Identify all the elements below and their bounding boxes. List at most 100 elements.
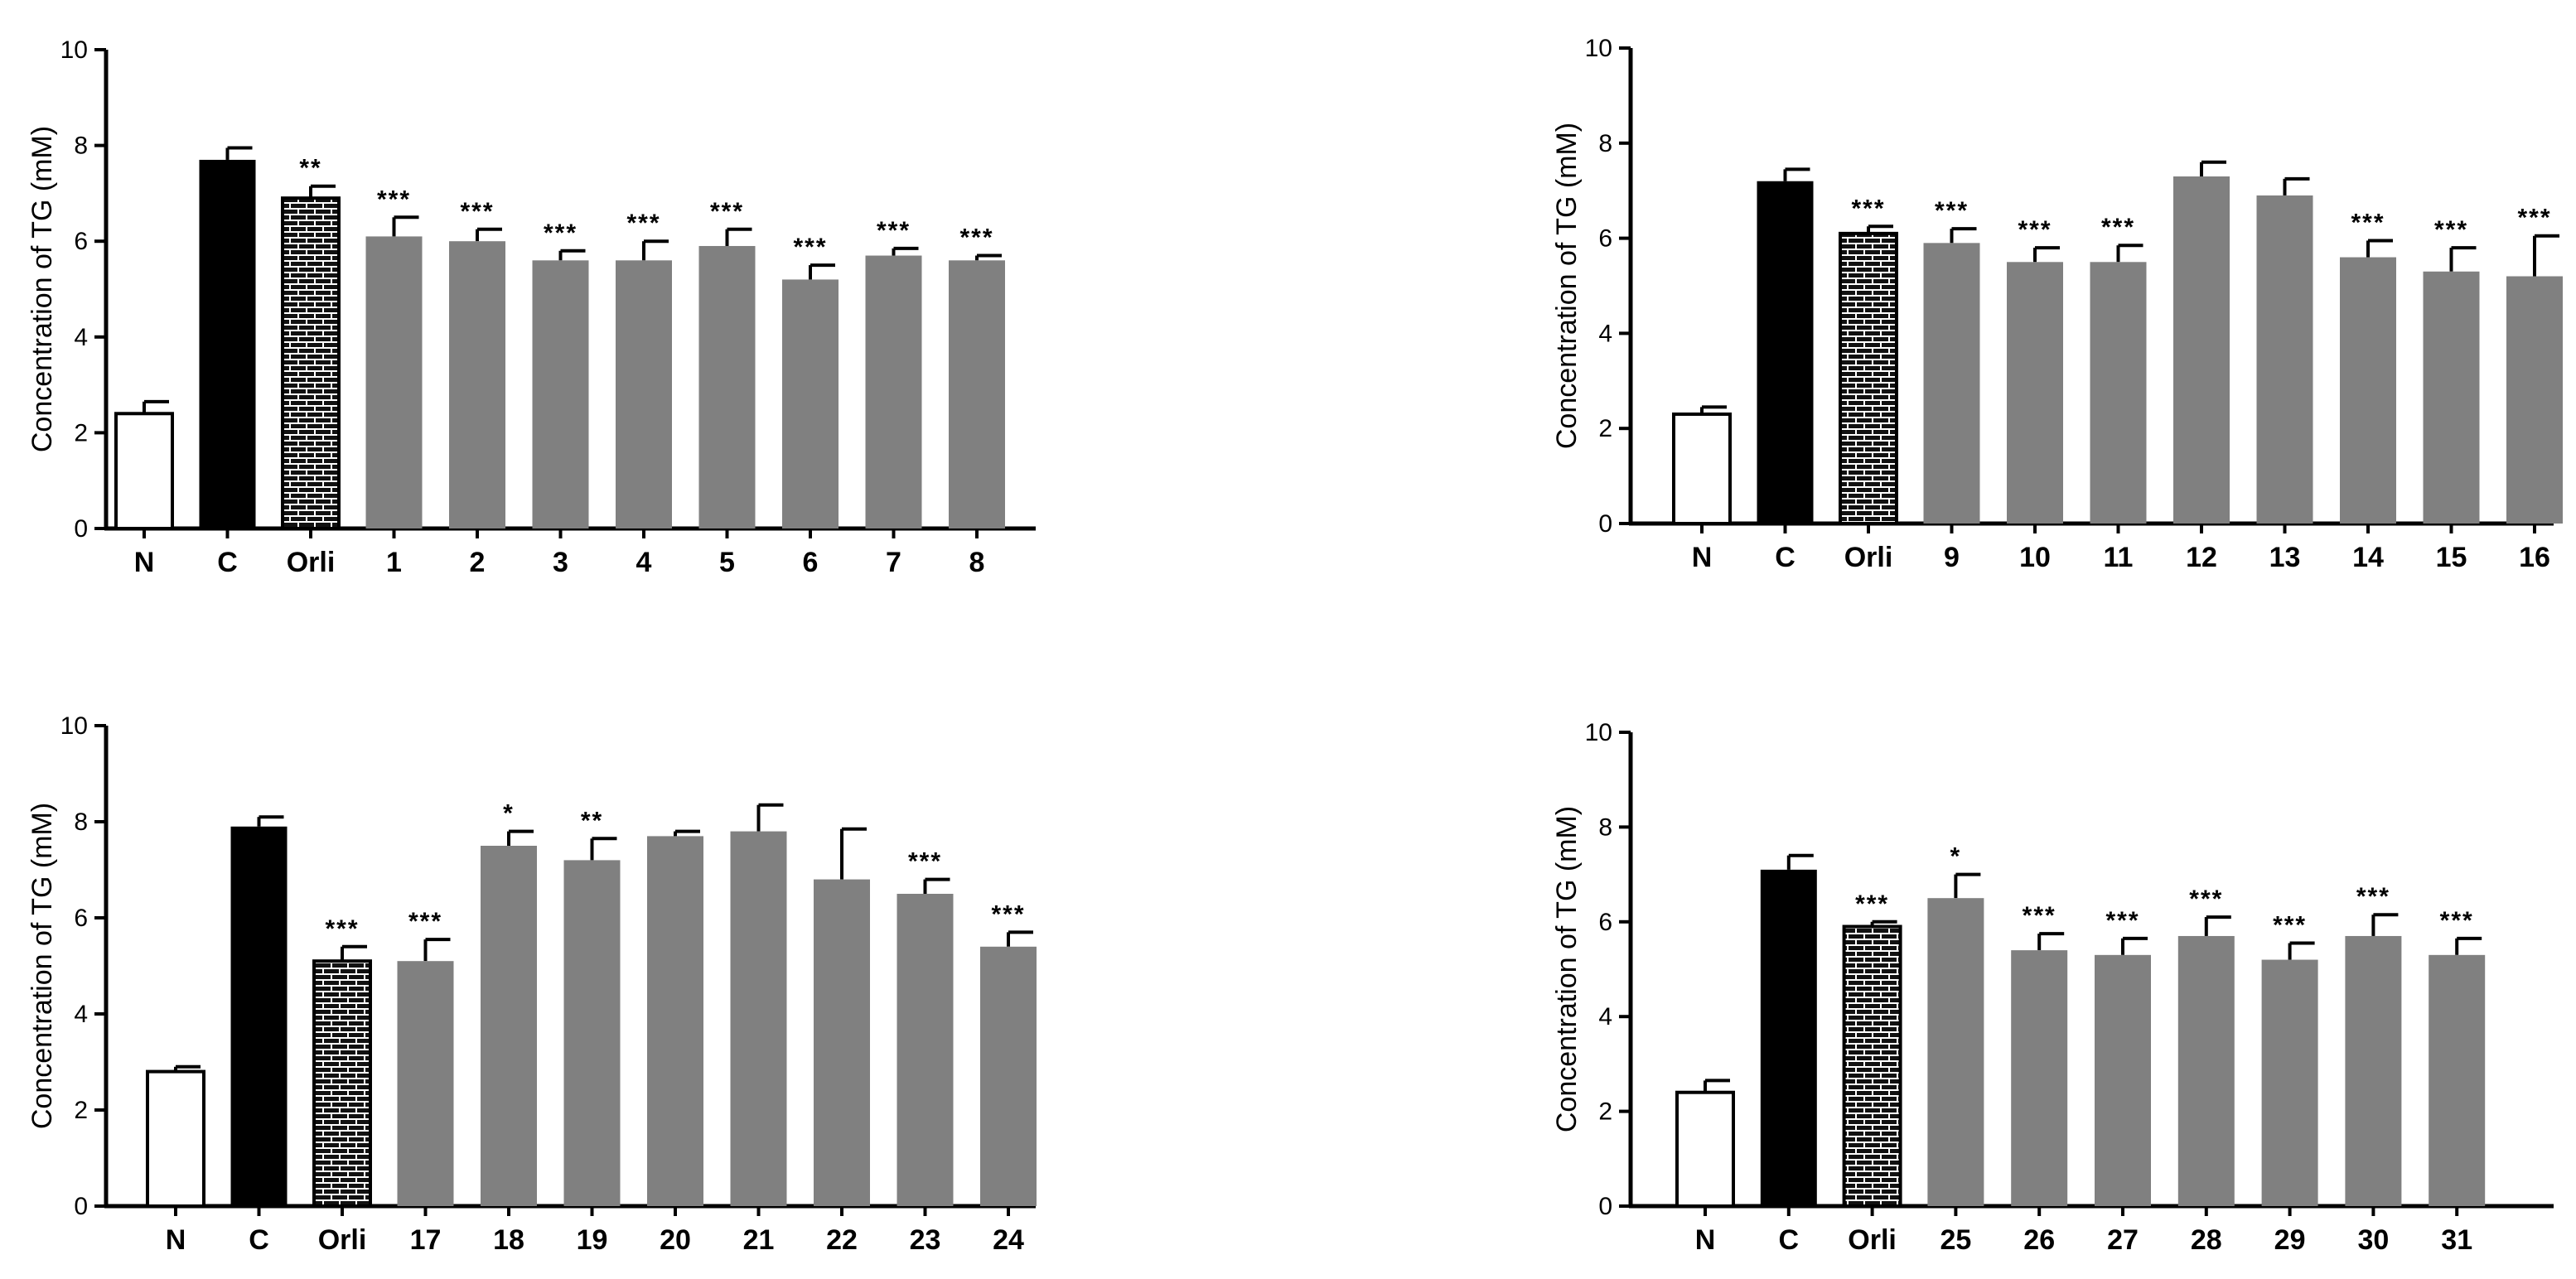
x-tick-label: 29 (2274, 1224, 2306, 1256)
x-tick-label: 15 (2436, 542, 2467, 573)
bar-22 (814, 879, 870, 1206)
bar-n (1672, 412, 1732, 526)
significance-label: *** (2434, 216, 2468, 244)
significance-label: *** (377, 186, 411, 213)
y-tick-label: 8 (1598, 813, 1612, 841)
bar-n (1675, 1090, 1735, 1208)
y-tick-label: 0 (1598, 1193, 1612, 1220)
x-tick-label: 8 (969, 547, 985, 578)
bar-30 (2345, 935, 2402, 1206)
x-tick-label: 1 (386, 547, 402, 578)
y-tick-label: 2 (74, 419, 88, 446)
bar-2 (449, 241, 505, 528)
significance-label: *** (2101, 214, 2135, 241)
bar-3 (532, 260, 589, 528)
bar-26 (2011, 950, 2068, 1206)
x-tick-label: Orli (1844, 542, 1893, 573)
significance-label: *** (2351, 209, 2385, 236)
significance-label: *** (544, 220, 578, 247)
significance-label: *** (2517, 205, 2551, 232)
significance-label: *** (1851, 195, 1885, 222)
x-tick-label: C (249, 1224, 269, 1256)
bar-21 (730, 831, 787, 1206)
chart-panel-1: 0 2 4 6 8 10 Concentration of TG (mM) N C ** Orli *… (27, 36, 1036, 578)
y-axis-title: Concentration of TG (mM) (1551, 123, 1583, 449)
significance-label: *** (2105, 907, 2139, 934)
y-tick-label: 10 (60, 712, 88, 740)
bar-27 (2095, 954, 2151, 1206)
x-tick-label: 27 (2107, 1224, 2139, 1256)
x-tick-label: Orli (287, 547, 336, 578)
significance-label: *** (793, 234, 827, 261)
x-tick-label: 12 (2186, 542, 2217, 573)
bar-17 (397, 961, 454, 1206)
significance-label: *** (1855, 890, 1889, 918)
bar-8 (949, 260, 1005, 528)
y-tick-label: 8 (74, 133, 88, 160)
bar-7 (865, 255, 922, 528)
bar-24 (980, 946, 1037, 1206)
y-tick-label: 2 (74, 1097, 88, 1124)
y-tick-label: 4 (1598, 1003, 1612, 1030)
bar-12 (2173, 176, 2230, 524)
bar-c (199, 159, 256, 528)
x-tick-label: 16 (2519, 542, 2550, 573)
bar-orli (312, 959, 372, 1208)
significance-label: *** (2018, 216, 2052, 244)
significance-label: *** (1935, 197, 1969, 224)
bar-1 (365, 236, 423, 528)
bar-n (114, 412, 174, 530)
y-tick-label: 4 (1598, 320, 1612, 347)
x-tick-label: 22 (826, 1224, 858, 1256)
significance-label: *** (460, 198, 494, 225)
x-tick-label: 5 (719, 547, 735, 578)
x-tick-label: 19 (577, 1224, 608, 1256)
x-tick-label: 4 (636, 547, 652, 578)
significance-label: *** (991, 900, 1025, 928)
x-tick-label: 31 (2441, 1224, 2472, 1256)
bar-6 (782, 279, 839, 528)
y-tick-label: 6 (74, 905, 88, 932)
x-tick-label: 17 (410, 1224, 442, 1256)
bar-29 (2261, 959, 2318, 1206)
bar-n (146, 1069, 205, 1208)
chart-panel-2: 0 2 4 6 8 10 Concentration of TG (mM) N C *** Orli… (1551, 35, 2563, 573)
y-tick-label: 6 (1598, 909, 1612, 936)
bar-14 (2340, 257, 2396, 524)
bar-11 (2090, 262, 2147, 524)
bar-15 (2423, 271, 2480, 524)
y-tick-label: 4 (74, 1001, 88, 1028)
x-tick-label: Orli (1848, 1224, 1897, 1256)
bar-23 (897, 894, 954, 1206)
significance-label: *** (408, 908, 442, 935)
y-tick-label: 8 (1598, 130, 1612, 157)
x-tick-label: N (1695, 1224, 1716, 1256)
bar-c (1760, 869, 1817, 1206)
x-tick-label: 20 (660, 1224, 691, 1256)
significance-label: *** (710, 198, 744, 225)
x-tick-label: 7 (886, 547, 901, 578)
bar-13 (2256, 195, 2313, 524)
significance-label: *** (908, 848, 942, 876)
significance-label: ** (299, 155, 321, 182)
x-tick-label: 9 (1944, 542, 1960, 573)
significance-label: *** (2440, 907, 2474, 934)
x-tick-label: C (217, 547, 238, 578)
bar-20 (647, 836, 703, 1206)
y-axis-title: Concentration of TG (mM) (1551, 806, 1583, 1132)
bar-9 (1923, 243, 1980, 524)
x-tick-label: 10 (2019, 542, 2051, 573)
significance-label: *** (877, 217, 911, 244)
bar-orli (281, 196, 341, 530)
significance-label: * (503, 800, 515, 828)
x-tick-label: 24 (993, 1224, 1024, 1256)
x-tick-label: C (1779, 1224, 1800, 1256)
bar-c (1757, 181, 1814, 524)
x-tick-label: 11 (2104, 542, 2134, 573)
x-tick-label: 25 (1940, 1224, 1971, 1256)
x-tick-label: N (1692, 542, 1713, 573)
bar-10 (2007, 262, 2063, 524)
significance-label: *** (959, 224, 993, 252)
